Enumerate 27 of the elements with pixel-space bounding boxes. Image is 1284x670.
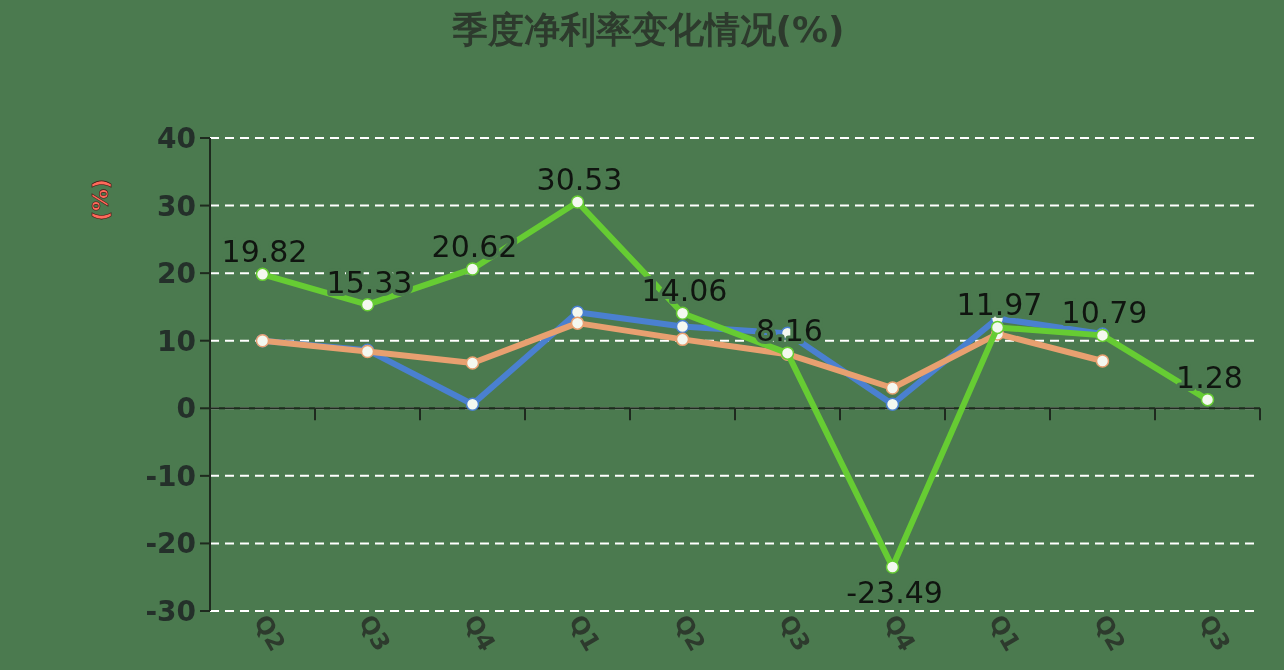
data-label: -23.49 <box>846 575 943 611</box>
x-tick-label: Q3 <box>353 609 396 657</box>
y-tick-label: 30 <box>157 189 196 223</box>
data-label: 15.33 <box>326 264 413 300</box>
x-tick-label: Q1 <box>983 609 1026 657</box>
y-axis-title: (%) <box>88 178 113 222</box>
x-tick-label: Q4 <box>878 609 921 657</box>
data-label: 11.97 <box>956 287 1043 323</box>
data-label: 30.53 <box>536 161 623 197</box>
y-tick-label: -10 <box>145 459 196 493</box>
y-tick-label: 20 <box>157 257 196 291</box>
x-tick-label: Q1 <box>563 609 606 657</box>
x-tick-label: Q4 <box>458 609 501 657</box>
x-tick-label: Q2 <box>1088 609 1131 657</box>
x-tick-label: Q2 <box>668 609 711 657</box>
y-tick-label: -20 <box>145 527 196 561</box>
y-tick-label: 0 <box>176 392 196 426</box>
data-label: 19.82 <box>221 234 308 270</box>
y-tick-label: 10 <box>157 324 196 358</box>
data-label: 1.28 <box>1176 359 1243 395</box>
x-tick-label: Q2 <box>248 609 291 657</box>
x-tick-label: Q3 <box>773 609 816 657</box>
y-tick-label: 40 <box>157 122 196 155</box>
data-label: 10.79 <box>1061 295 1148 331</box>
x-tick-label: Q3 <box>1193 609 1236 657</box>
y-tick-label: -30 <box>145 595 196 628</box>
chart-title: 季度净利率变化情况(%) <box>450 9 845 50</box>
